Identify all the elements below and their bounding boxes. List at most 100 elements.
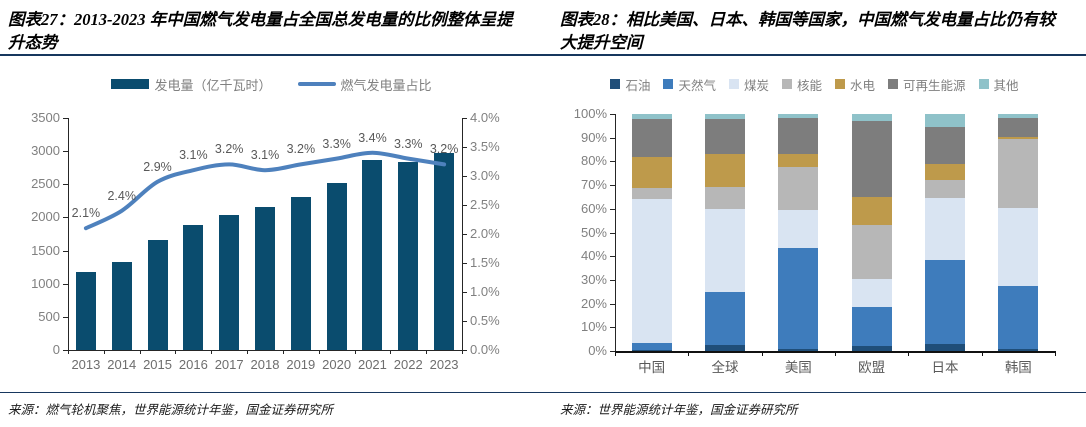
legend-item-0: 石油 — [610, 75, 650, 94]
figure-27-legend: 发电量（亿千瓦时） 燃气发电量占比 — [0, 75, 543, 94]
y-axis-label: 100% — [573, 106, 607, 121]
legend-swatch-icon — [610, 79, 621, 89]
y-axis-tick — [610, 137, 615, 139]
y-axis-label: 60% — [580, 200, 607, 216]
segment-全球-核能 — [705, 187, 745, 209]
y-axis-label: 10% — [580, 319, 607, 335]
x-axis-tick — [981, 351, 983, 356]
y-axis-tick — [610, 208, 615, 210]
bar-2016 — [183, 225, 204, 350]
secondary-axis-label: 4.0% — [470, 110, 500, 125]
y-axis-tick — [63, 283, 68, 285]
legend-swatch-icon — [781, 79, 792, 89]
secondary-axis-tick — [462, 234, 467, 235]
title-divider — [543, 54, 1086, 56]
segment-全球-可再生能源 — [705, 118, 745, 155]
y-axis-tick — [610, 279, 615, 281]
segment-中国-核能 — [631, 187, 672, 199]
y-axis-label: 90% — [580, 129, 607, 145]
y-axis-tick — [610, 327, 615, 329]
x-axis-tick — [103, 350, 105, 354]
secondary-axis-label: 1.5% — [470, 255, 500, 270]
x-axis-tick — [462, 350, 463, 354]
x-axis-label: 2019 — [286, 357, 316, 372]
legend-swatch-icon — [835, 79, 845, 89]
y-axis-tick — [63, 316, 68, 318]
x-axis-tick — [354, 350, 356, 354]
figure-27-chart: 0 500 1000 1500 2000 2500 3000 3500 0.0% 0.5% 1.0%… — [0, 96, 543, 381]
bar-2017 — [219, 215, 240, 350]
x-axis-label: 2022 — [393, 357, 423, 372]
figure-28-legend: 石油 天然气 煤炭 核能 水电 可再生能源 其他 — [543, 75, 1086, 94]
secondary-axis-tick — [462, 176, 467, 177]
gas-share-line-path — [83, 150, 447, 231]
secondary-axis-tick — [462, 118, 467, 119]
segment-日本-天然气 — [925, 259, 965, 344]
segment-韩国-水电 — [998, 136, 1039, 139]
y-axis-tick — [610, 256, 615, 258]
x-axis-label: 2023 — [429, 357, 459, 372]
source-divider — [543, 392, 1086, 393]
x-axis-label: 2020 — [322, 357, 352, 372]
line-data-label: 3.2% — [286, 142, 316, 157]
figure-28-source: 来源：世界能源统计年鉴，国金证券研究所 — [560, 403, 798, 417]
legend-label: 天然气 — [678, 78, 716, 93]
y-axis-tick — [610, 303, 615, 305]
segment-欧盟-煤炭 — [851, 278, 892, 308]
bar-2019 — [290, 196, 311, 350]
secondary-axis-label: 3.5% — [470, 139, 500, 154]
secondary-axis-label: 0.5% — [470, 313, 500, 328]
x-axis-label: 美国 — [784, 360, 812, 375]
segment-全球-煤炭 — [705, 208, 745, 292]
x-axis-tick — [247, 350, 249, 354]
bar-2023 — [434, 152, 455, 350]
legend-item-1: 燃气发电量占比 — [297, 75, 432, 94]
y-axis-label: 70% — [580, 177, 607, 193]
x-axis-label: 中国 — [638, 360, 666, 375]
bar-2014 — [111, 261, 132, 350]
segment-日本-核能 — [925, 180, 965, 199]
line-data-label: 2.9% — [143, 159, 172, 174]
segment-欧盟-其他 — [851, 114, 892, 122]
secondary-axis-label: 1.0% — [470, 284, 500, 299]
y-axis-label: 500 — [38, 308, 60, 324]
y-axis-label: 50% — [580, 224, 607, 240]
y-axis-tick — [610, 185, 615, 187]
x-axis-label: 2016 — [178, 357, 208, 372]
y-axis-label: 20% — [580, 295, 607, 311]
x-axis-tick — [139, 350, 141, 354]
y-axis-tick — [63, 184, 68, 186]
legend-swatch-icon — [728, 79, 739, 89]
x-axis-label: 欧盟 — [858, 360, 886, 375]
bar-2022 — [398, 162, 419, 350]
y-axis-tick — [63, 250, 68, 252]
segment-韩国-其他 — [998, 114, 1039, 118]
legend-label: 发电量（亿千瓦时） — [154, 77, 272, 93]
legend-swatch-icon — [111, 79, 150, 89]
legend-swatch-icon — [297, 82, 336, 86]
bar-2021 — [362, 160, 383, 350]
secondary-axis-tick — [462, 147, 467, 148]
segment-中国-可再生能源 — [631, 119, 672, 158]
gas-share-line — [83, 150, 447, 231]
legend-label: 煤炭 — [743, 78, 769, 93]
segment-中国-水电 — [631, 157, 672, 188]
line-data-label: 3.1% — [179, 148, 208, 163]
y-axis-label: 2000 — [31, 209, 60, 225]
segment-中国-天然气 — [631, 343, 672, 351]
segment-全球-其他 — [705, 114, 745, 119]
segment-欧盟-水电 — [851, 196, 892, 226]
x-axis-label: 2015 — [143, 357, 172, 372]
line-data-label: 3.1% — [250, 148, 280, 163]
secondary-axis-label: 2.5% — [470, 197, 500, 212]
segment-全球-水电 — [705, 154, 745, 188]
segment-日本-水电 — [925, 163, 965, 181]
y-axis-label: 2500 — [31, 176, 60, 192]
segment-欧盟-核能 — [851, 225, 892, 279]
segment-日本-石油 — [925, 343, 965, 351]
line-data-label: 3.3% — [394, 136, 423, 151]
legend-label: 其他 — [993, 78, 1019, 93]
legend-label: 燃气发电量占比 — [340, 77, 432, 93]
segment-韩国-可再生能源 — [998, 117, 1039, 137]
x-axis-label: 日本 — [931, 360, 959, 375]
